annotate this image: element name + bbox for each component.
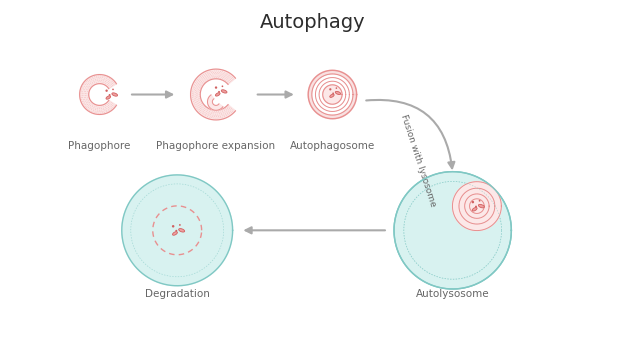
Circle shape (218, 91, 220, 93)
Circle shape (336, 87, 337, 89)
Text: Autophagosome: Autophagosome (290, 141, 375, 151)
Ellipse shape (173, 232, 177, 235)
Ellipse shape (222, 90, 227, 93)
Circle shape (329, 88, 331, 90)
Text: Degradation: Degradation (145, 289, 210, 298)
Polygon shape (80, 75, 116, 114)
Circle shape (175, 230, 177, 232)
Text: Phagophore expansion: Phagophore expansion (156, 141, 275, 151)
Polygon shape (208, 95, 223, 110)
Circle shape (109, 94, 111, 96)
Ellipse shape (178, 228, 185, 232)
Circle shape (332, 93, 334, 94)
Circle shape (105, 89, 108, 92)
Circle shape (215, 86, 217, 89)
Polygon shape (190, 69, 235, 120)
Text: Autolysosome: Autolysosome (416, 289, 490, 298)
Text: Fusion with lysosome: Fusion with lysosome (399, 113, 437, 208)
Circle shape (179, 224, 181, 226)
Ellipse shape (336, 92, 341, 95)
Circle shape (222, 86, 223, 87)
Circle shape (112, 89, 114, 90)
Polygon shape (308, 70, 357, 119)
Text: Phagophore: Phagophore (68, 141, 131, 151)
Polygon shape (323, 85, 342, 104)
Polygon shape (394, 172, 511, 289)
Ellipse shape (472, 207, 477, 211)
Ellipse shape (215, 93, 220, 96)
Circle shape (479, 200, 481, 202)
Circle shape (172, 225, 175, 227)
Text: Autophagy: Autophagy (260, 13, 366, 32)
Ellipse shape (478, 205, 485, 208)
Ellipse shape (106, 96, 111, 99)
Ellipse shape (112, 93, 118, 96)
Polygon shape (453, 182, 501, 231)
Ellipse shape (330, 94, 334, 98)
Polygon shape (122, 175, 233, 286)
Circle shape (475, 206, 477, 208)
Circle shape (471, 201, 474, 203)
